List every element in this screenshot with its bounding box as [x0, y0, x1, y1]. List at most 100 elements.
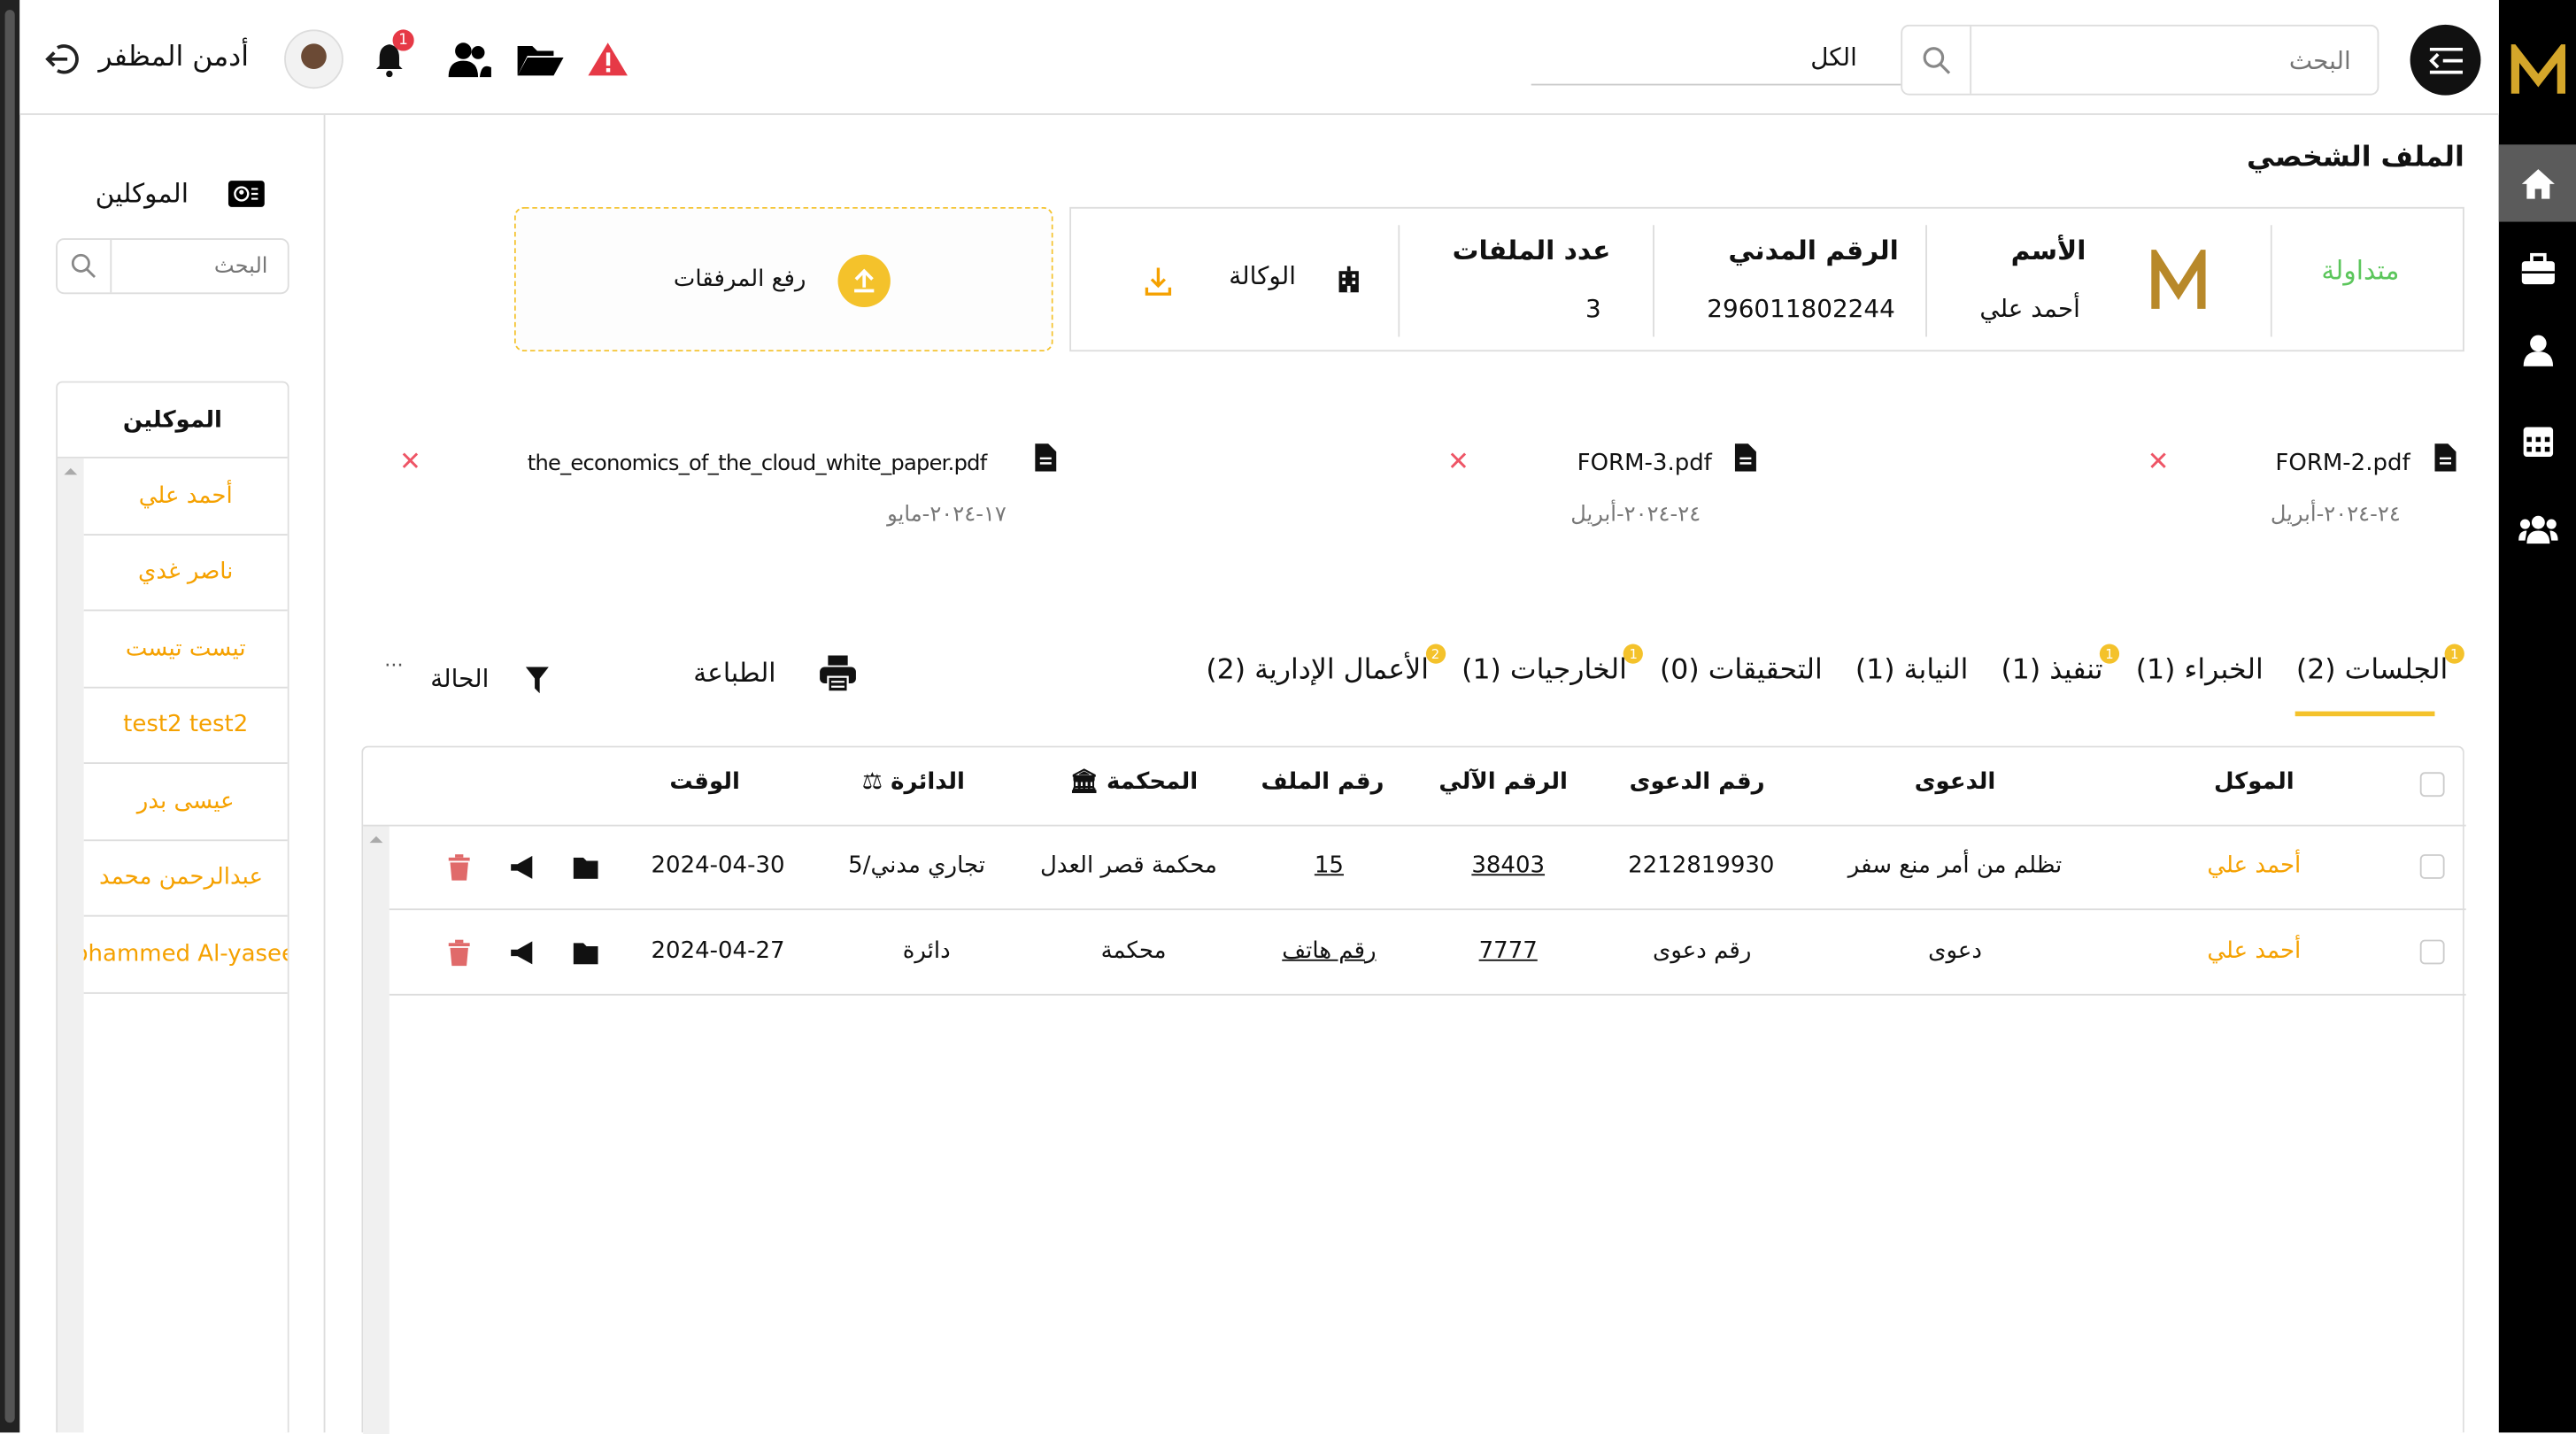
building-icon — [1334, 265, 1363, 294]
court-cell: محكمة قصر العدل — [1039, 852, 1217, 879]
row-checkbox[interactable] — [2419, 854, 2445, 879]
tab-execution[interactable]: تنفيذ (1) 1 — [2001, 644, 2120, 687]
clients-search — [56, 238, 289, 295]
auto-number-link[interactable]: 38403 — [1471, 852, 1546, 879]
tab-experts[interactable]: الخبراء (1) — [2135, 653, 2264, 687]
bell-icon[interactable]: 1 — [371, 29, 414, 80]
file-number-link[interactable]: 15 — [1314, 852, 1344, 879]
delete-icon[interactable] — [445, 852, 472, 881]
column-header[interactable]: الدائرة ⚖ — [861, 768, 965, 796]
window-scrollbar[interactable] — [0, 0, 20, 1433]
user-name[interactable]: أدمن المظفر — [98, 41, 249, 74]
tab-sessions[interactable]: الجلسات (2) 1 — [2294, 644, 2464, 717]
column-header[interactable]: المحكمة 🏛 — [1068, 768, 1199, 796]
print-icon[interactable] — [818, 654, 858, 694]
home-icon[interactable] — [2498, 144, 2576, 222]
civil-id-value: 296011802244 — [1707, 294, 1895, 324]
avatar[interactable] — [284, 29, 343, 89]
attachment-name[interactable]: FORM-2.pdf — [2275, 450, 2410, 477]
status-filter[interactable]: الحالة — [430, 663, 490, 694]
tab-externals[interactable]: الخارجيات (1) 1 — [1462, 644, 1644, 687]
clients-search-input[interactable] — [113, 239, 278, 293]
tab-investigations[interactable]: التحقيقات (0) — [1659, 653, 1823, 687]
column-header[interactable]: رقم الملف — [1261, 768, 1384, 796]
client-link[interactable]: أحمد علي — [2207, 937, 2302, 965]
megaphone-icon[interactable] — [507, 940, 534, 967]
gavel-icon: ⚖ — [861, 768, 883, 796]
agency-label: الوكالة — [1229, 261, 1296, 291]
search-input[interactable] — [1972, 26, 2368, 94]
delete-icon[interactable] — [445, 938, 472, 967]
user-icon[interactable] — [2499, 311, 2576, 388]
column-header[interactable]: الوقت — [669, 768, 740, 796]
attachment-name[interactable]: FORM-3.pdf — [1577, 450, 1712, 477]
filter-icon[interactable] — [524, 666, 551, 695]
files-count-value: 3 — [1585, 294, 1601, 324]
column-header[interactable]: الدعوى — [1914, 768, 1996, 796]
page-title: الملف الشخصي — [2247, 141, 2464, 174]
client-item[interactable]: عيسى بدر — [83, 764, 288, 841]
attachment-date: ١٧-٢٠٢٤-مايو — [887, 502, 1006, 528]
case-cell: دعوى — [1928, 937, 1982, 965]
file-icon — [2433, 442, 2456, 471]
court-cell: محكمة — [1100, 937, 1167, 965]
more-icon[interactable]: ··· — [384, 653, 404, 677]
client-item[interactable]: Mohammed Al-yaseen — [57, 917, 288, 993]
row-checkbox[interactable] — [2419, 939, 2445, 965]
civil-id-label: الرقم المدني — [1728, 235, 1899, 266]
logo-m — [2499, 33, 2576, 110]
clients-title: الموكلين — [95, 177, 189, 209]
search-icon[interactable] — [58, 239, 112, 293]
download-icon[interactable] — [1142, 265, 1175, 297]
tab-badge: 1 — [2444, 644, 2464, 664]
client-item[interactable]: أحمد علي — [83, 459, 288, 536]
column-header[interactable]: الموكل — [2213, 768, 2294, 796]
time-cell: 2024-04-27 — [651, 937, 785, 965]
remove-attachment-icon[interactable]: ✕ — [1447, 444, 1469, 477]
warning-icon[interactable] — [587, 40, 629, 80]
list-scrollbar[interactable] — [57, 458, 84, 1433]
remove-attachment-icon[interactable]: ✕ — [2147, 444, 2170, 477]
tab-admin-work[interactable]: الأعمال الإدارية (2) 2 — [1206, 644, 1446, 687]
notification-badge: 1 — [392, 29, 414, 51]
column-header[interactable]: الرقم الآلي — [1438, 768, 1568, 796]
filter-select[interactable]: الكل — [1810, 42, 1857, 73]
client-item[interactable]: test2 test2 — [83, 688, 288, 764]
upload-icon — [837, 254, 891, 308]
tab-badge: 2 — [1425, 644, 1446, 664]
auto-number-link[interactable]: 7777 — [1478, 937, 1538, 965]
select-all-checkbox[interactable] — [2419, 772, 2445, 798]
file-number-link[interactable]: رقم هاتف — [1282, 937, 1377, 965]
attachment-date: ٢٤-٢٠٢٤-أبريل — [2270, 502, 2401, 528]
group-icon[interactable] — [2499, 490, 2576, 567]
status-label: متداولة — [2321, 254, 2400, 286]
print-button[interactable]: الطباعة — [693, 657, 776, 689]
tab-badge: 1 — [2099, 644, 2120, 664]
case-number-cell: 2212819930 — [1628, 852, 1775, 879]
menu-icon[interactable] — [2410, 24, 2481, 96]
tabs-bar: الجلسات (2) 1 الخبراء (1) تنفيذ (1) 1 الني… — [887, 644, 2464, 717]
upload-attachments-button[interactable]: رفع المرفقات — [513, 206, 1053, 352]
folder-icon[interactable] — [572, 940, 598, 967]
attachment-name[interactable]: the_economics_of_the_cloud_white_paper.p… — [527, 451, 987, 477]
circuit-cell: دائرة — [902, 937, 951, 965]
client-item[interactable]: تيست تيست — [83, 611, 288, 688]
client-item[interactable]: ناصر غدي — [83, 535, 288, 612]
case-cell: تظلم من أمر منع سفر — [1847, 852, 2063, 879]
briefcase-icon[interactable] — [2499, 230, 2576, 307]
calendar-icon[interactable] — [2499, 401, 2576, 478]
client-link[interactable]: أحمد علي — [2207, 852, 2302, 879]
client-item[interactable]: عبدالرحمن محمد — [83, 840, 288, 917]
remove-attachment-icon[interactable]: ✕ — [398, 444, 421, 477]
logout-icon[interactable] — [42, 40, 82, 80]
active-tab-indicator — [2294, 711, 2435, 717]
column-header[interactable]: رقم الدعوى — [1629, 768, 1765, 796]
search-icon[interactable] — [1902, 26, 1972, 94]
folder-icon[interactable] — [572, 854, 598, 881]
table-scrollbar[interactable] — [363, 826, 389, 1434]
megaphone-icon[interactable] — [507, 854, 534, 881]
folder-open-icon[interactable] — [516, 40, 566, 80]
users-icon[interactable] — [447, 40, 493, 80]
tab-prosecution[interactable]: النيابة (1) — [1855, 653, 1969, 687]
logo-m — [2150, 242, 2206, 319]
